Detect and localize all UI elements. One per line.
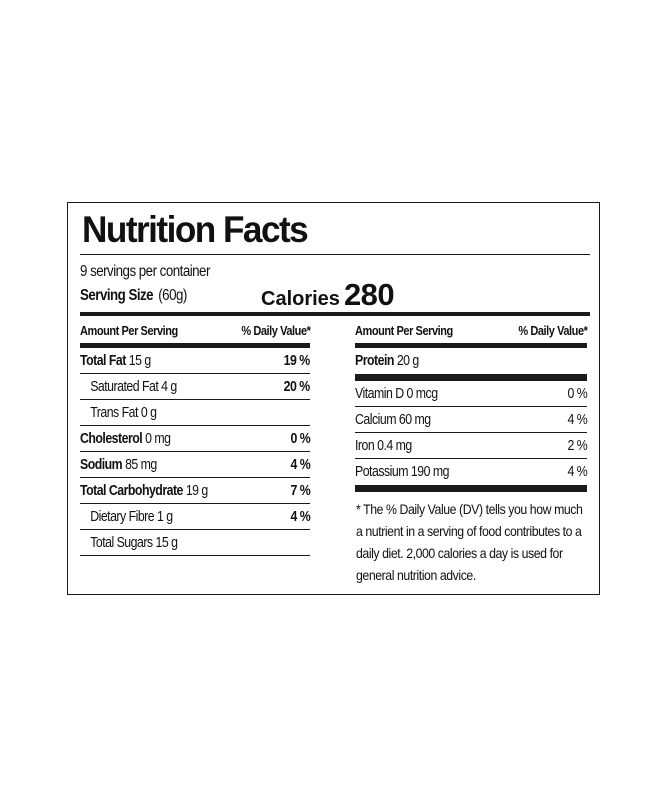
nutrient-amount: 0.4 mg <box>377 437 412 454</box>
nutrient-dv: 4 % <box>567 411 587 428</box>
nutrient-amount: 4 g <box>161 378 177 395</box>
nutrient-dv: 7 % <box>290 482 310 499</box>
nutrition-title: Nutrition Facts <box>82 209 309 250</box>
nutrient-dv: 0 % <box>567 385 587 402</box>
nutrient-name: Potassium <box>355 464 408 480</box>
nutrient-name: Cholesterol <box>80 430 143 447</box>
nutrient-amount: 0 mg <box>145 430 171 447</box>
nutrient-dv: 4 % <box>290 456 310 473</box>
daily-value-header: % Daily Value* <box>240 324 310 338</box>
nutrient-name: Total Fat <box>80 352 126 369</box>
right-header-bar <box>355 343 587 348</box>
nutrient-amount: 15 g <box>155 534 178 551</box>
title-divider <box>80 254 590 255</box>
nutrient-row-cholesterol: Cholesterol 0 mg 0 % <box>80 426 311 452</box>
nutrient-amount: 20 g <box>396 353 419 369</box>
nutrient-name: Sodium <box>80 456 123 473</box>
nutrient-dv: 0 % <box>290 430 310 447</box>
nutrient-row-calcium: Calcium 60 mg 4 % <box>355 407 588 433</box>
nutrient-name: Vitamin D <box>355 385 404 402</box>
nutrient-dv: 4 % <box>290 508 310 525</box>
calories-divider <box>80 312 590 316</box>
nutrient-row-sodium: Sodium 85 mg 4 % <box>80 452 311 478</box>
calories-label: Calories <box>261 288 340 310</box>
serving-size-amount: (60g) <box>158 287 187 304</box>
serving-size: Serving Size (60g) <box>80 287 187 305</box>
nutrient-name: Total Carbohydrate <box>80 482 183 499</box>
nutrient-row-saturated-fat: Saturated Fat 4 g 20 % <box>80 374 311 400</box>
right-column-header: Amount Per Serving % Daily Value* <box>355 319 587 343</box>
nutrient-amount: 85 mg <box>125 456 157 473</box>
daily-value-header: % Daily Value* <box>517 324 587 338</box>
protein-divider <box>355 374 587 381</box>
right-nutrient-column: Amount Per Serving % Daily Value* Protei… <box>355 319 588 492</box>
nutrient-row-protein: Protein 20 g <box>355 348 587 374</box>
nutrient-name: Dietary Fibre <box>90 508 155 525</box>
nutrient-dv: 20 % <box>283 378 311 395</box>
serving-size-label: Serving Size <box>80 287 154 304</box>
amount-per-serving-header: Amount Per Serving <box>80 324 178 338</box>
left-header-bar <box>80 343 310 348</box>
potassium-divider <box>355 485 587 492</box>
nutrient-row-potassium: Potassium 190 mg 4 % <box>355 459 588 485</box>
nutrient-name: Total Sugars <box>90 534 153 551</box>
nutrient-amount: 15 g <box>128 352 151 369</box>
nutrient-amount: 0 mcg <box>406 385 439 402</box>
nutrient-dv: 4 % <box>567 464 587 480</box>
nutrient-row-vitamin-d: Vitamin D 0 mcg 0 % <box>355 381 588 407</box>
daily-value-footnote: * The % Daily Value (DV) tells you how m… <box>356 501 583 583</box>
nutrient-amount: 19 g <box>185 482 208 499</box>
nutrient-name: Trans Fat <box>90 404 138 421</box>
nutrient-amount: 0 g <box>140 404 157 421</box>
left-nutrient-column: Amount Per Serving % Daily Value* Total … <box>80 319 311 556</box>
amount-per-serving-header: Amount Per Serving <box>355 324 453 338</box>
nutrient-amount: 60 mg <box>398 411 431 428</box>
nutrient-row-trans-fat: Trans Fat 0 g <box>80 400 310 426</box>
nutrient-row-total-fat: Total Fat 15 g 19 % <box>80 348 311 374</box>
nutrient-name: Calcium <box>355 411 396 428</box>
left-column-header: Amount Per Serving % Daily Value* <box>80 319 310 343</box>
nutrient-name: Iron <box>355 437 375 454</box>
nutrient-name: Protein <box>355 353 394 369</box>
nutrient-amount: 1 g <box>157 508 173 525</box>
servings-per-container: 9 servings per container <box>80 263 210 280</box>
nutrition-facts-panel: Nutrition Facts 9 servings per container… <box>67 202 600 595</box>
nutrient-row-dietary-fibre: Dietary Fibre 1 g 4 % <box>80 504 311 530</box>
nutrient-dv: 19 % <box>283 352 311 369</box>
nutrient-row-iron: Iron 0.4 mg 2 % <box>355 433 588 459</box>
nutrient-row-total-carbohydrate: Total Carbohydrate 19 g 7 % <box>80 478 311 504</box>
calories-value: 280 <box>343 277 395 312</box>
nutrient-amount: 190 mg <box>410 464 450 480</box>
nutrient-name: Saturated Fat <box>90 378 159 395</box>
calories: Calories 280 <box>261 277 395 313</box>
nutrient-dv: 2 % <box>567 437 587 454</box>
nutrient-row-total-sugars: Total Sugars 15 g <box>80 530 310 556</box>
